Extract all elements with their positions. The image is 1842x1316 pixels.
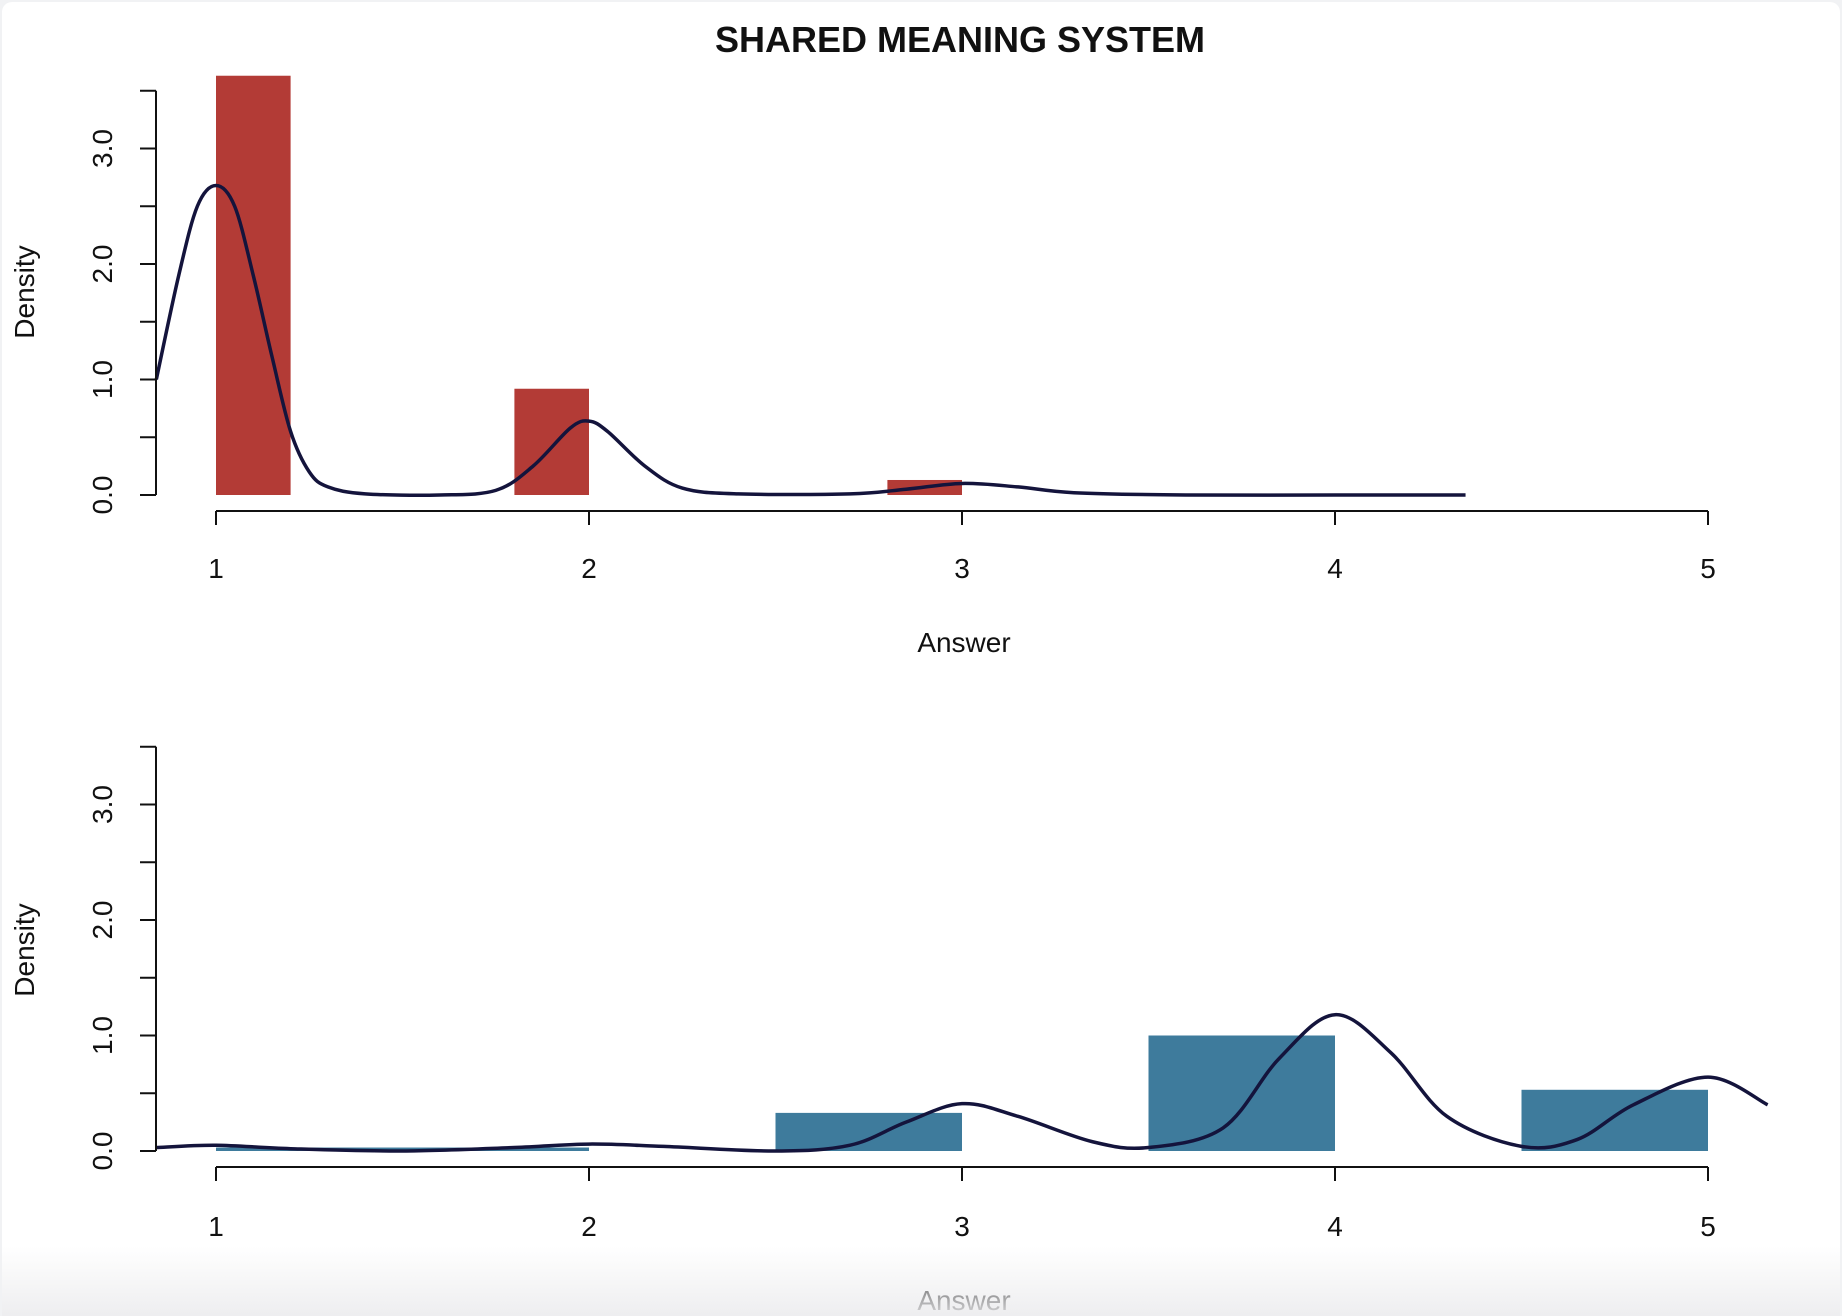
histogram-bar-4 [1148,1035,1335,1151]
x-tick-label: 4 [1327,553,1343,584]
histogram-bar-3 [775,1112,962,1151]
histogram-bar-2 [514,388,589,495]
density-curve [156,1012,1769,1153]
x-tick-label: 2 [581,553,597,584]
y-tick-label: 2.0 [87,901,118,940]
x-tick-label: 5 [1700,553,1716,584]
x-axis-label: Answer [917,1285,1010,1316]
y-tick-label: 0.0 [87,476,118,515]
y-axis-label: Density [9,245,40,338]
chart-title: SHARED MEANING SYSTEM [715,19,1205,60]
x-tick-label: 2 [581,1211,597,1242]
x-tick-label: 3 [954,553,970,584]
density-curve [154,183,1466,498]
x-tick-label: 4 [1327,1211,1343,1242]
histogram-bar-1 [216,75,291,496]
y-axis-label: Density [9,903,40,996]
y-tick-label: 2.0 [87,245,118,284]
y-tick-label: 0.0 [87,1132,118,1171]
x-tick-label: 5 [1700,1211,1716,1242]
panel-2: 1 2 3 4 5 Answer 0.0 1.0 2.0 3.0 Density [9,745,1769,1316]
y-tick-label: 3.0 [87,785,118,824]
panel-1: 1 2 3 4 5 Answer 0.0 1.0 2.0 3.0 Density [9,75,1716,658]
histogram-bar-5 [1521,1089,1708,1151]
y-tick-label: 3.0 [87,129,118,168]
x-tick-label: 1 [208,553,224,584]
y-tick-label: 1.0 [87,1016,118,1055]
x-tick-label: 3 [954,1211,970,1242]
x-axis-label: Answer [917,627,1010,658]
y-tick-label: 1.0 [87,360,118,399]
x-tick-label: 1 [208,1211,224,1242]
